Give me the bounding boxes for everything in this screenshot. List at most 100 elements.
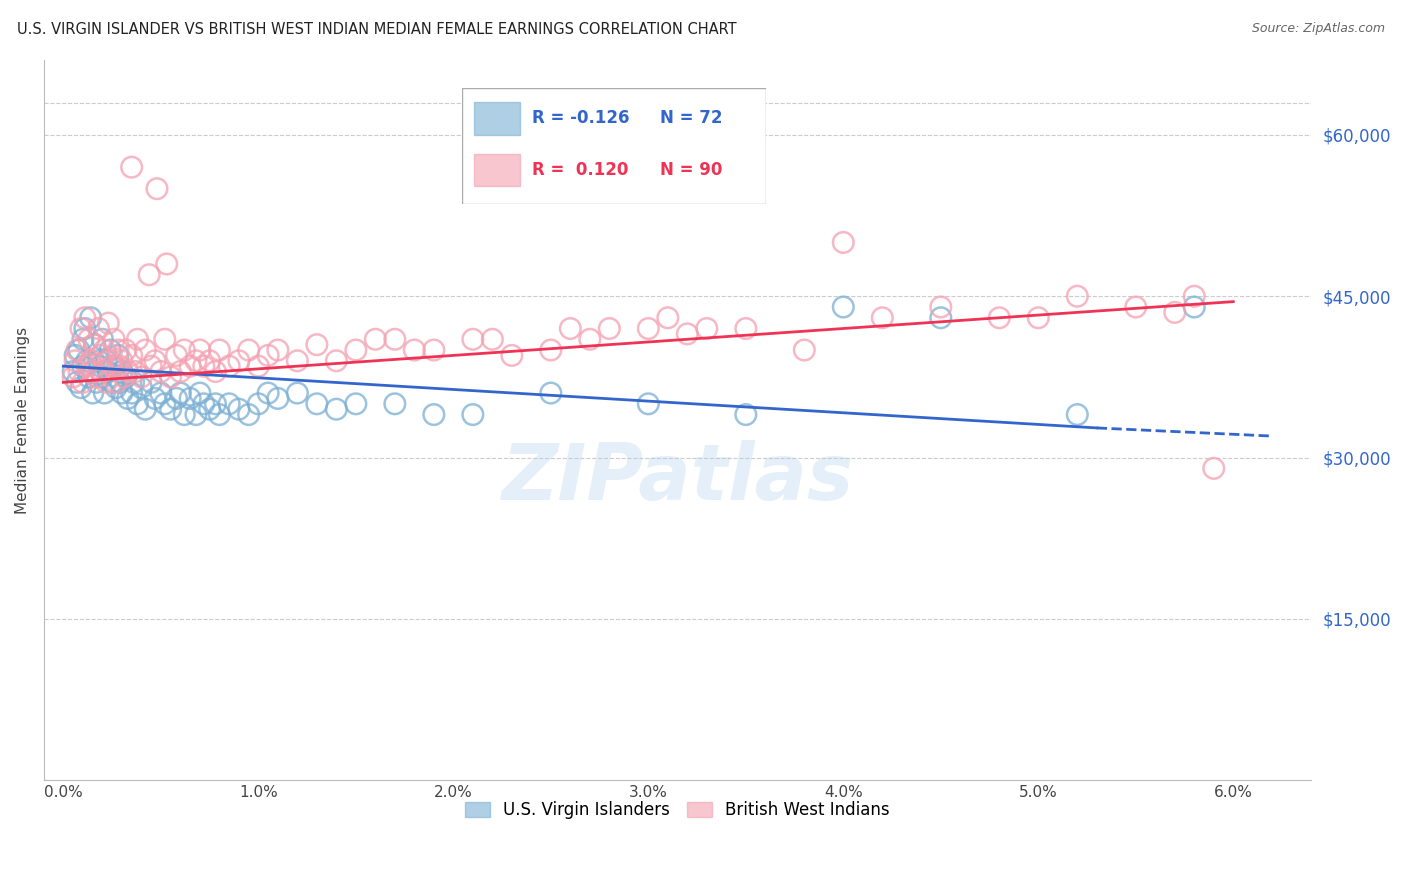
Point <box>66 376 89 390</box>
Point <box>988 310 1011 325</box>
Point <box>1182 300 1205 314</box>
Point <box>101 376 124 390</box>
Point <box>114 343 136 357</box>
Point <box>247 359 270 374</box>
Point <box>153 332 176 346</box>
Point <box>184 353 207 368</box>
Point <box>82 365 104 379</box>
Point <box>423 408 446 422</box>
Point <box>91 365 114 379</box>
Point <box>72 359 94 374</box>
Point <box>139 359 162 374</box>
Point <box>198 353 221 368</box>
Point <box>238 343 260 357</box>
Point <box>121 386 143 401</box>
Point <box>423 343 446 357</box>
Point <box>67 365 90 379</box>
Point <box>1066 289 1088 303</box>
Point <box>169 386 191 401</box>
Point <box>364 332 387 346</box>
Point <box>193 397 215 411</box>
Point <box>87 321 110 335</box>
Point <box>204 365 226 379</box>
Point <box>82 365 104 379</box>
Point <box>121 348 143 362</box>
Point <box>143 353 166 368</box>
Point <box>218 397 240 411</box>
Point <box>560 321 582 335</box>
Point <box>384 332 406 346</box>
Point <box>872 310 894 325</box>
Point <box>117 365 139 379</box>
Point <box>97 316 120 330</box>
Point <box>793 343 815 357</box>
Point <box>86 376 108 390</box>
Y-axis label: Median Female Earnings: Median Female Earnings <box>15 326 30 514</box>
Point <box>76 353 98 368</box>
Point <box>73 321 96 335</box>
Point <box>134 343 156 357</box>
Point <box>179 392 201 406</box>
Point <box>598 321 620 335</box>
Point <box>117 392 139 406</box>
Point <box>285 353 308 368</box>
Point <box>193 359 215 374</box>
Point <box>86 370 108 384</box>
Point <box>637 397 659 411</box>
Point <box>461 332 484 346</box>
Point <box>267 392 290 406</box>
Point <box>1202 461 1225 475</box>
Point <box>1125 300 1147 314</box>
Point <box>156 257 179 271</box>
Point <box>82 386 104 401</box>
Point <box>384 397 406 411</box>
Point <box>98 353 121 368</box>
Point <box>344 397 367 411</box>
Text: Source: ZipAtlas.com: Source: ZipAtlas.com <box>1251 22 1385 36</box>
Text: U.S. VIRGIN ISLANDER VS BRITISH WEST INDIAN MEDIAN FEMALE EARNINGS CORRELATION C: U.S. VIRGIN ISLANDER VS BRITISH WEST IND… <box>17 22 737 37</box>
Point <box>112 370 135 384</box>
Point <box>198 402 221 417</box>
Point <box>166 392 188 406</box>
Point <box>91 332 114 346</box>
Point <box>540 343 562 357</box>
Point <box>305 337 328 351</box>
Point <box>1026 310 1049 325</box>
Point <box>124 365 146 379</box>
Point <box>131 381 153 395</box>
Point <box>96 353 118 368</box>
Point <box>72 332 94 346</box>
Point <box>111 365 134 379</box>
Point <box>1164 305 1187 319</box>
Point <box>83 337 105 351</box>
Point <box>832 235 855 250</box>
Point <box>122 376 145 390</box>
Point <box>159 402 181 417</box>
Point <box>325 402 347 417</box>
Point <box>79 353 101 368</box>
Point <box>105 376 128 390</box>
Point <box>105 381 128 395</box>
Point <box>97 365 120 379</box>
Point <box>108 359 131 374</box>
Point <box>247 397 270 411</box>
Point <box>87 353 110 368</box>
Point <box>62 365 84 379</box>
Point <box>114 370 136 384</box>
Point <box>676 326 699 341</box>
Point <box>91 370 114 384</box>
Legend: U.S. Virgin Islanders, British West Indians: U.S. Virgin Islanders, British West Indi… <box>458 795 897 826</box>
Point <box>734 408 756 422</box>
Point <box>832 300 855 314</box>
Point <box>929 310 952 325</box>
Point <box>62 370 84 384</box>
Point <box>79 310 101 325</box>
Point <box>184 408 207 422</box>
Point <box>188 343 211 357</box>
Point <box>127 332 149 346</box>
Point <box>63 348 86 362</box>
Point <box>169 365 191 379</box>
Point <box>134 402 156 417</box>
Text: ZIPatlas: ZIPatlas <box>502 440 853 516</box>
Point <box>103 332 125 346</box>
